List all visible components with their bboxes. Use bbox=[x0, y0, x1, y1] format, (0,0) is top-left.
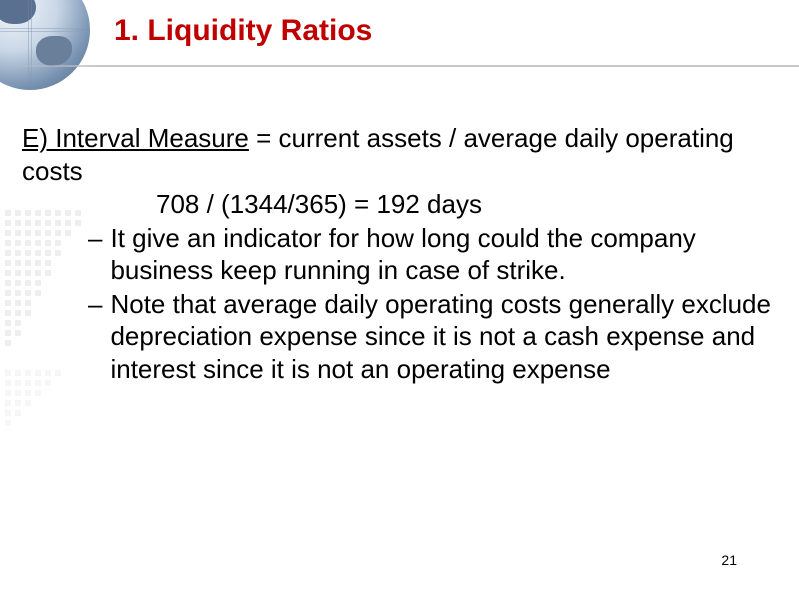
title-underline bbox=[0, 65, 799, 67]
definition-line: E) Interval Measure = current assets / a… bbox=[22, 122, 777, 187]
bullet-text: Note that average daily operating costs … bbox=[110, 288, 777, 386]
bullet-item: – Note that average daily operating cost… bbox=[22, 288, 777, 386]
bullet-text: It give an indicator for how long could … bbox=[110, 222, 777, 287]
page-number: 21 bbox=[721, 552, 737, 568]
bullet-dash: – bbox=[88, 222, 110, 287]
calculation-line: 708 / (1344/365) = 192 days bbox=[22, 188, 777, 221]
bullet-item: – It give an indicator for how long coul… bbox=[22, 222, 777, 287]
bullet-dash: – bbox=[88, 288, 110, 386]
slide-body: E) Interval Measure = current assets / a… bbox=[22, 122, 777, 385]
term-name: E) Interval Measure bbox=[22, 123, 249, 153]
slide-title: 1. Liquidity Ratios bbox=[114, 14, 372, 48]
globe-decoration bbox=[0, 0, 90, 90]
